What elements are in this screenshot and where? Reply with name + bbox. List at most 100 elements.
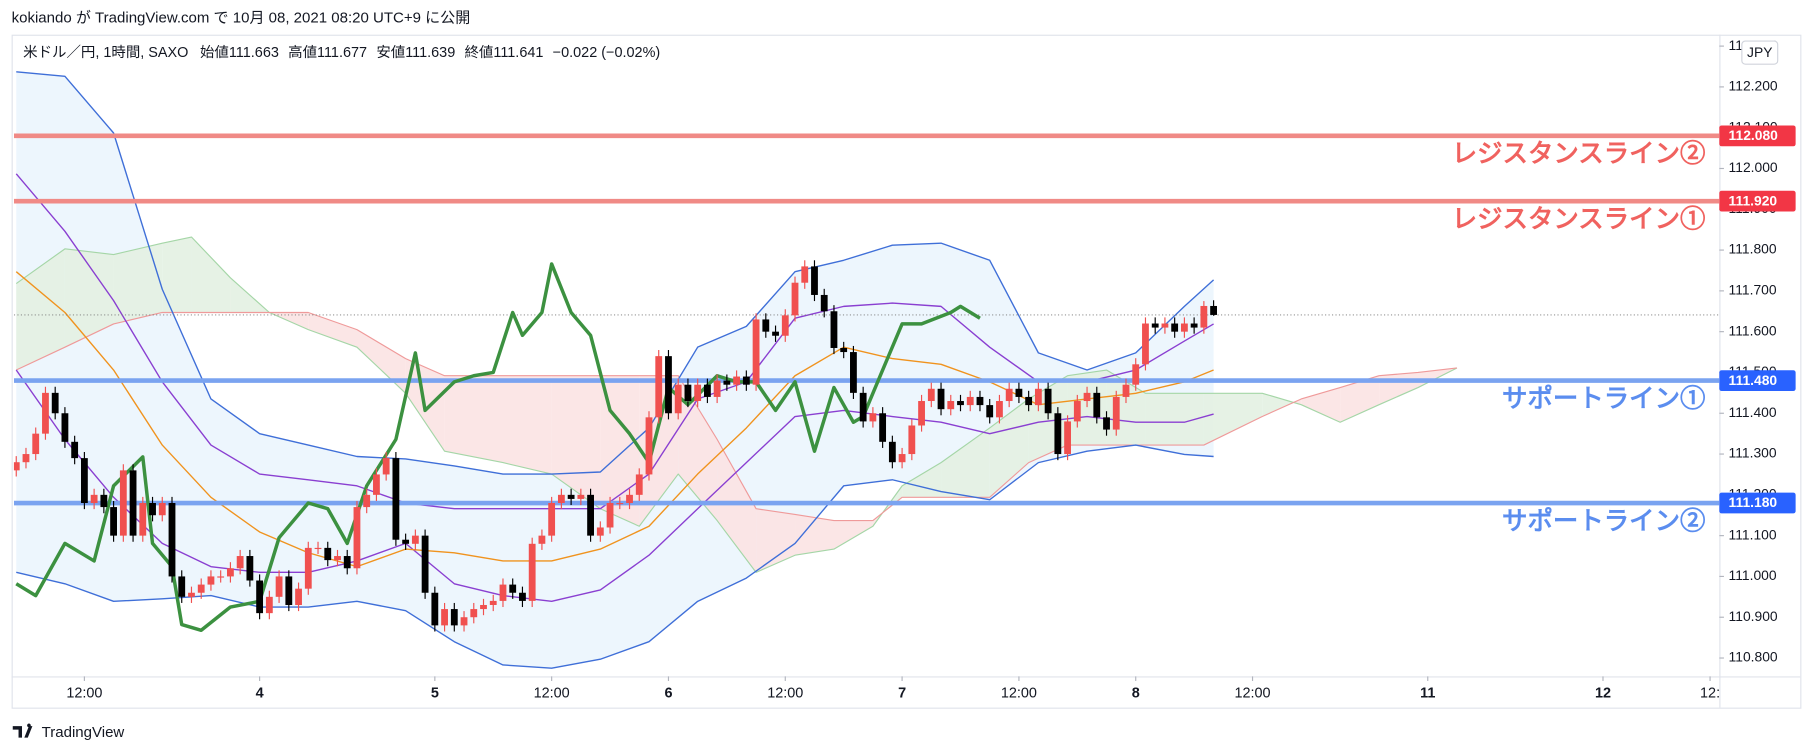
candle-body bbox=[538, 535, 546, 544]
candle-body bbox=[1180, 323, 1188, 332]
candle-body bbox=[898, 454, 906, 463]
level-axis-box bbox=[1719, 125, 1796, 147]
y-tick-label: 111.100 bbox=[1729, 526, 1777, 542]
candle-body bbox=[227, 568, 234, 577]
cloud-fill bbox=[16, 248, 65, 371]
candle-body bbox=[168, 503, 176, 577]
cloud-fill bbox=[756, 508, 796, 573]
level-text: レジスタンスライン② bbox=[1452, 139, 1706, 168]
candle-body bbox=[158, 503, 166, 516]
candle-body bbox=[431, 592, 439, 626]
candle-body bbox=[22, 454, 30, 463]
candle-body bbox=[733, 376, 741, 385]
legend-value: 111.677 bbox=[317, 45, 367, 61]
inner-band-upper bbox=[15, 173, 1214, 510]
candle-body bbox=[1161, 323, 1169, 328]
level-axis-label: 111.920 bbox=[1729, 192, 1778, 208]
candle-body bbox=[703, 384, 711, 397]
x-tick-label: 7 bbox=[898, 686, 906, 702]
publish-header: kokiando が TradingView.com で 10月 08, 202… bbox=[12, 9, 471, 26]
candle-body bbox=[957, 401, 964, 406]
candle-body bbox=[304, 547, 312, 589]
candle-body bbox=[772, 331, 779, 336]
candle-body bbox=[1122, 384, 1130, 397]
candle-body bbox=[850, 352, 857, 393]
candle-body bbox=[820, 294, 828, 312]
candle-body bbox=[246, 556, 254, 581]
currency-button[interactable]: JPY bbox=[1741, 40, 1779, 65]
symbol: 米ドル／円, 1時間, SAXO bbox=[23, 44, 188, 61]
candle-body bbox=[197, 584, 205, 593]
candle-body bbox=[236, 556, 244, 569]
y-tick-label: 112.200 bbox=[1729, 78, 1778, 94]
currency-button-box[interactable] bbox=[1741, 40, 1779, 65]
candle-body bbox=[548, 503, 556, 536]
legend-value: 111.663 bbox=[229, 45, 279, 61]
cloud-fill bbox=[308, 312, 357, 348]
candle-body bbox=[1015, 388, 1023, 397]
cloud-fill bbox=[1203, 393, 1263, 446]
candle-body bbox=[869, 413, 877, 422]
candle-body bbox=[149, 503, 156, 516]
candle-body bbox=[976, 396, 984, 406]
candle-body bbox=[966, 396, 974, 406]
cloud-fill bbox=[795, 514, 834, 556]
level-axis-box bbox=[1719, 190, 1796, 212]
candle-body bbox=[256, 580, 264, 614]
y-tick-label: 112.000 bbox=[1729, 159, 1778, 175]
level-axis-label: 111.180 bbox=[1729, 494, 1778, 510]
legend-label: 高値 bbox=[288, 44, 317, 61]
candle-body bbox=[275, 576, 283, 597]
candle-body bbox=[119, 470, 127, 536]
level-text: サポートライン② bbox=[1502, 506, 1705, 535]
candle-body bbox=[363, 494, 371, 508]
candle-body bbox=[1112, 396, 1120, 430]
candle-body bbox=[577, 494, 585, 499]
candle-body bbox=[178, 576, 186, 597]
candle-body bbox=[557, 494, 565, 504]
candle-body bbox=[645, 417, 653, 475]
y-tick-label: 110.800 bbox=[1729, 649, 1778, 665]
candle-body bbox=[567, 494, 575, 499]
y-tick-label: 111.600 bbox=[1729, 322, 1777, 338]
candle-body bbox=[616, 503, 624, 505]
candle-body bbox=[1142, 323, 1149, 365]
level-text: レジスタンスライン① bbox=[1452, 205, 1706, 234]
level-axis-label: 112.080 bbox=[1729, 127, 1779, 143]
cloud-fill bbox=[551, 375, 601, 509]
footer-brand: TradingView bbox=[42, 724, 125, 741]
footer-logo: TradingView bbox=[12, 723, 125, 741]
candle-body bbox=[80, 458, 88, 504]
y-tick-label: 111.700 bbox=[1729, 282, 1777, 298]
candle-body bbox=[460, 617, 468, 626]
candle-body bbox=[421, 535, 429, 593]
currency-button-label[interactable]: JPY bbox=[1747, 44, 1772, 60]
y-tick-label: 111.300 bbox=[1729, 445, 1777, 461]
candle-body bbox=[343, 556, 351, 569]
x-tick-label: 6 bbox=[664, 686, 672, 702]
candle-body bbox=[32, 433, 40, 455]
candle-body bbox=[1210, 305, 1218, 315]
candle-body bbox=[382, 458, 390, 475]
candle-body bbox=[295, 588, 302, 605]
legend-label: 始値 bbox=[200, 44, 229, 61]
symbol-legend: 米ドル／円, 1時間, SAXO 始値111.663 高値111.677 安値111.… bbox=[23, 44, 660, 61]
level-axis-box bbox=[1719, 370, 1796, 392]
cloud-fill bbox=[1340, 375, 1380, 423]
cloud-fill bbox=[162, 237, 192, 313]
candle-body bbox=[606, 503, 614, 528]
candle-body bbox=[1025, 396, 1033, 406]
legend-value: 111.641 bbox=[493, 45, 543, 61]
logo-mark bbox=[12, 723, 33, 738]
candle-body bbox=[1044, 388, 1052, 414]
candle-body bbox=[752, 319, 760, 385]
candle-body bbox=[1034, 388, 1042, 406]
cloud-fill bbox=[833, 520, 873, 550]
y-tick-label: 111.400 bbox=[1729, 404, 1777, 420]
candle-body bbox=[509, 584, 517, 593]
x-tick-label: 12: bbox=[1700, 686, 1720, 702]
x-tick-label: 12:00 bbox=[767, 686, 803, 702]
cloud-fill bbox=[989, 398, 1029, 498]
candle-body bbox=[110, 507, 118, 536]
level-text: サポートライン① bbox=[1502, 384, 1705, 413]
